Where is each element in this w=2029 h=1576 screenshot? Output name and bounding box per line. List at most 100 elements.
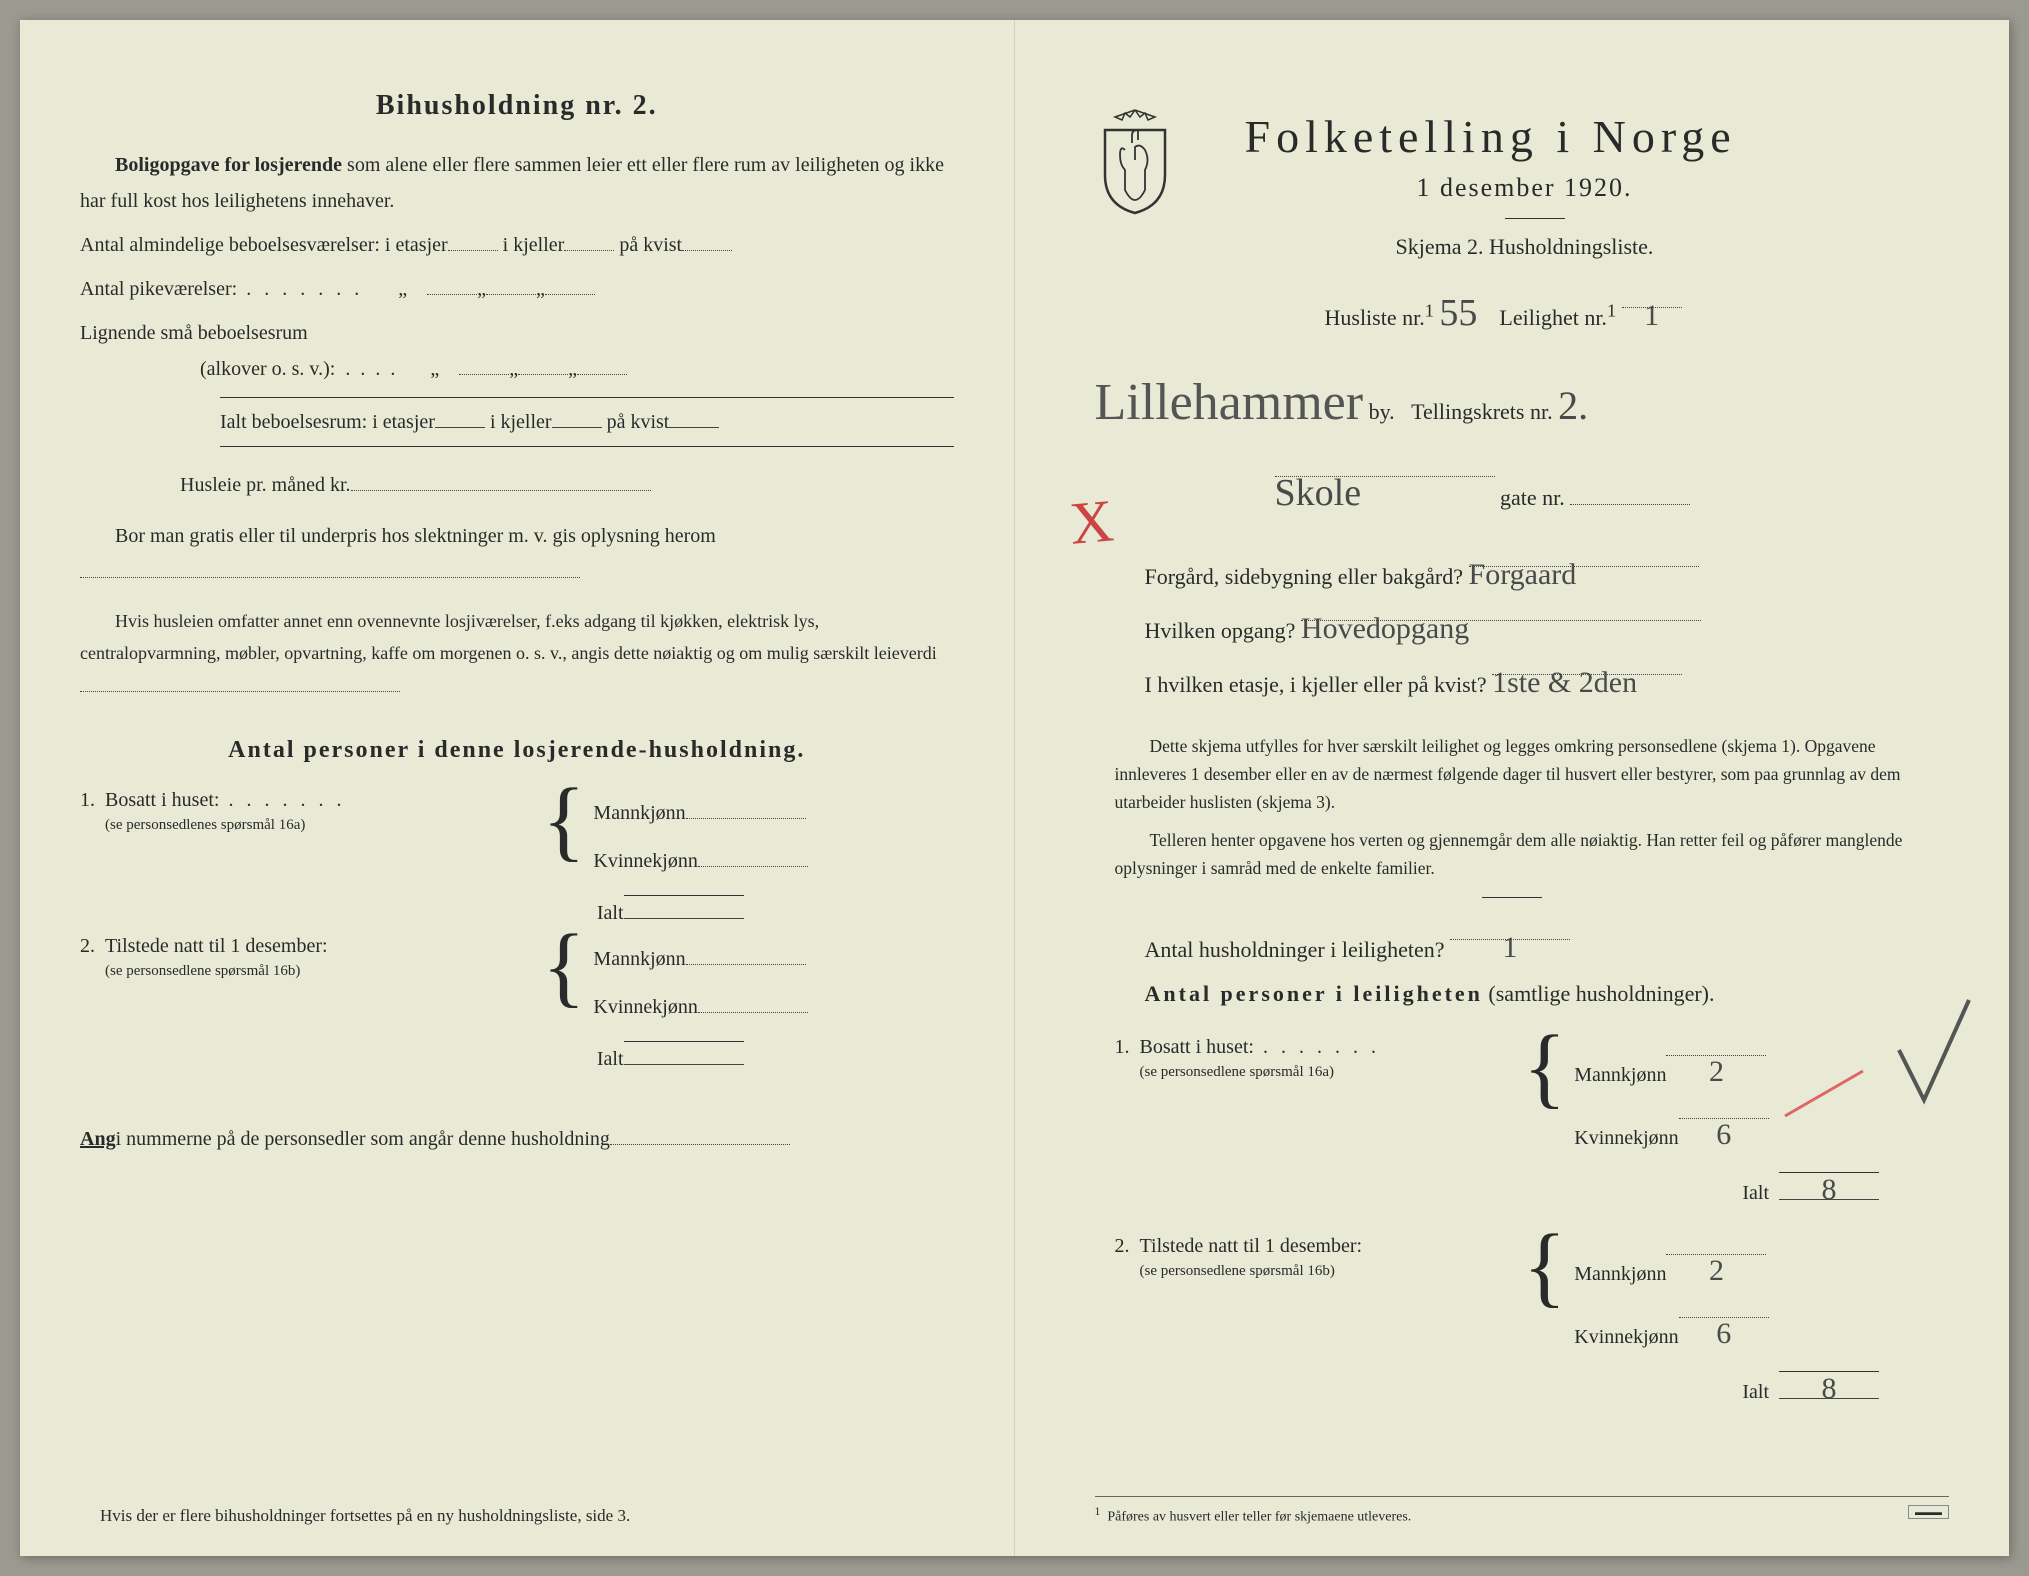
lbl-pike: Antal pikeværelser: [80, 278, 237, 300]
val-kvinne2: 6 [1716, 1298, 1731, 1370]
lbl-antal-hush: Antal husholdninger i leiligheten? [1145, 937, 1445, 962]
r-lbl-ialt2: Ialt [1742, 1381, 1769, 1403]
lbl-alkover: (alkover o. s. v.): [200, 358, 335, 380]
lbl-by: by. [1369, 399, 1395, 424]
instruction-1: Dette skjema utfylles for hver særskilt … [1115, 732, 1910, 816]
census-form-sheet: Bihusholdning nr. 2. Boligopgave for los… [20, 20, 2009, 1556]
lbl-bor-gratis: Bor man gratis eller til underpris hos s… [115, 525, 716, 547]
lbl-antal-bebo: Antal almindelige beboelsesværelser: [80, 234, 380, 256]
help-16a: (se personsedlenes spørsmål 16a) [105, 817, 305, 833]
left-title: Bihusholdning nr. 2. [80, 90, 954, 122]
red-x-mark: X [1067, 486, 1116, 559]
val-kvinne1: 6 [1716, 1099, 1731, 1171]
left-ialt2: Ialt [80, 1041, 954, 1071]
lbl-ialt1: Ialt [597, 902, 624, 924]
r-lbl-bosatt: Bosatt i huset: [1140, 1036, 1254, 1058]
lbl-etasjer: i etasjer [385, 234, 448, 256]
opgang-row: Hvilken opgang? Hovedopgang [1145, 599, 1950, 653]
line-pike: Antal pikeværelser: „ „„ [80, 271, 954, 307]
lbl-gate: gate nr. [1500, 485, 1565, 510]
gate-row: Skole gate nr. [1275, 455, 1950, 520]
line-beboelse: Antal almindelige beboelsesværelser: i e… [80, 227, 954, 263]
left-footer: Hvis der er flere bihusholdninger fortse… [100, 1506, 630, 1526]
lbl-etasje: I hvilken etasje, i kjeller eller på kvi… [1145, 672, 1487, 697]
val-by: Lillehammer [1095, 374, 1364, 431]
left-ialt1: Ialt [80, 895, 954, 925]
lbl-angi: i nummerne på de personsedler som angår … [116, 1128, 610, 1150]
forgard-row: Forgård, sidebygning eller bakgård? Forg… [1145, 545, 1950, 599]
val-opgang: Hovedopgang [1301, 599, 1469, 659]
left-intro-bold: Boligopgave for losjerende [115, 154, 342, 176]
val-etasje: 1ste & 2den [1492, 653, 1637, 713]
printer-mark: ▬▬▬ [1908, 1505, 1949, 1519]
val-husliste: 55 [1439, 275, 1477, 351]
lbl-hvis-husleien: Hvis husleien omfatter annet enn ovennev… [80, 611, 937, 663]
husliste-row: Husliste nr.1 55 Leilighet nr.1 1 [1325, 275, 1950, 351]
lbl-opgang: Hvilken opgang? [1145, 618, 1296, 643]
skjema-label: Skjema 2. Husholdningsliste. [1245, 234, 1805, 260]
lbl-leilighet: Leilighet nr. [1499, 305, 1607, 330]
lbl-ialt-bebo: Ialt beboelsesrum: [220, 411, 367, 433]
lbl-kvinne2: Kvinnekjønn [593, 983, 697, 1031]
lbl-husleie: Husleie pr. måned kr. [180, 474, 351, 496]
main-date: 1 desember 1920. [1245, 173, 1805, 203]
r-ialt2-row: Ialt 8 [1075, 1371, 1950, 1404]
lbl-mann2: Mannkjønn [593, 935, 685, 983]
footnote-sup: 1 [1095, 1505, 1101, 1518]
main-title: Folketelling i Norge [1245, 110, 1950, 163]
lbl-kvinne1: Kvinnekjønn [593, 837, 697, 885]
lbl-bosatt: Bosatt i huset: [105, 789, 219, 811]
r-lbl-kvinne1: Kvinnekjønn [1574, 1114, 1678, 1162]
lbl-antal-pers: Antal personer i leiligheten [1145, 981, 1483, 1006]
right-item2: 2. Tilstede natt til 1 desember: (se per… [1115, 1235, 1950, 1361]
lbl-antal-pers-rest: (samtlige husholdninger). [1483, 981, 1715, 1006]
left-page: Bihusholdning nr. 2. Boligopgave for los… [20, 20, 1015, 1556]
etasje-row: I hvilken etasje, i kjeller eller på kvi… [1145, 653, 1950, 707]
r-lbl-ialt1: Ialt [1742, 1182, 1769, 1204]
r-lbl-mann2: Mannkjønn [1574, 1250, 1666, 1298]
sup1: 1 [1425, 301, 1434, 321]
r-lbl-tilstede: Tilstede natt til 1 desember: [1140, 1235, 1363, 1257]
val-forgard: Forgaard [1469, 545, 1577, 605]
husleie-row: Husleie pr. måned kr. [80, 467, 954, 503]
checkmark-icon [1889, 990, 1979, 1120]
line-lign2: (alkover o. s. v.): . . . . „ „„ [80, 351, 954, 387]
hvis-husleien-row: Hvis husleien omfatter annet enn ovennev… [80, 605, 954, 702]
right-page: Folketelling i Norge 1 desember 1920. Sk… [1015, 20, 2010, 1556]
instruction-2: Telleren henter opgavene hos verten og g… [1115, 826, 1910, 882]
coat-of-arms-icon [1090, 105, 1180, 220]
lbl-kvist: på kvist [619, 234, 682, 256]
val-mann2: 2 [1709, 1235, 1724, 1307]
lbl-tilstede: Tilstede natt til 1 desember: [105, 935, 328, 957]
right-footnote: Påføres av husvert eller teller før skje… [1107, 1510, 1411, 1525]
r-lbl-mann1: Mannkjønn [1574, 1051, 1666, 1099]
lbl-ialt2: Ialt [597, 1048, 624, 1070]
val-ialt1: 8 [1822, 1173, 1837, 1207]
by-row: Lillehammer by. Tellingskrets nr. 2. [1095, 351, 1950, 455]
val-leilighet: 1 [1644, 286, 1659, 346]
val-gate: Skole [1275, 455, 1362, 531]
left-section-title: Antal personer i denne losjerende-hushol… [80, 737, 954, 764]
lbl-kvist2: på kvist [607, 411, 670, 433]
lbl-husliste: Husliste nr. [1325, 305, 1425, 330]
right-item1: 1. Bosatt i huset: (se personsedlene spø… [1115, 1036, 1950, 1162]
angi-row: Angi nummerne på de personsedler som ang… [80, 1121, 954, 1157]
r-help-16a: (se personsedlene spørsmål 16a) [1140, 1064, 1335, 1080]
val-tellingskrets: 2. [1558, 366, 1588, 446]
left-intro: Boligopgave for losjerende som alene ell… [80, 147, 954, 219]
left-item1: 1. Bosatt i huset: (se personsedlenes sp… [80, 789, 954, 885]
antal-pers-row: Antal personer i leiligheten (samtlige h… [1145, 972, 1950, 1016]
r-help-16b: (se personsedlene spørsmål 16b) [1140, 1263, 1335, 1279]
right-footnote-row: 1 Påføres av husvert eller teller før sk… [1095, 1496, 1950, 1526]
bor-gratis-row: Bor man gratis eller til underpris hos s… [80, 518, 954, 590]
lbl-kjeller: i kjeller [503, 234, 565, 256]
lbl-mann1: Mannkjønn [593, 789, 685, 837]
help-16b: (se personsedlene spørsmål 16b) [105, 963, 300, 979]
left-item2: 2. Tilstede natt til 1 desember: (se per… [80, 935, 954, 1031]
r-lbl-kvinne2: Kvinnekjønn [1574, 1313, 1678, 1361]
title-divider [1505, 218, 1565, 219]
mid-divider [1482, 897, 1542, 898]
lbl-forgard: Forgård, sidebygning eller bakgård? [1145, 564, 1464, 589]
lbl-tellingskrets: Tellingskrets nr. [1411, 399, 1552, 424]
line-lign1: Lignende små beboelsesrum [80, 315, 954, 351]
